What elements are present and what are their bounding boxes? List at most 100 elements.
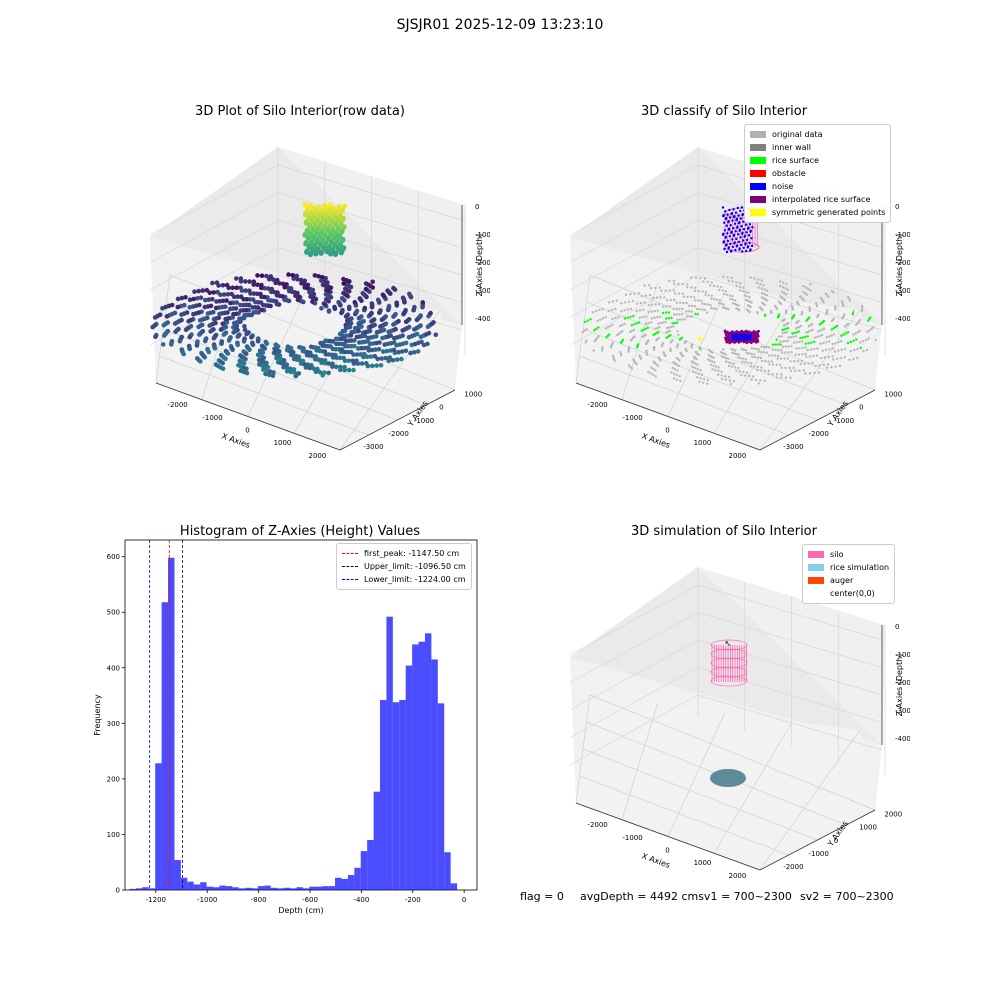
- classify-floor-ring-point: [647, 310, 650, 314]
- raw-floor-ring-point: [197, 332, 202, 337]
- classify-floor-ring-point: [804, 342, 807, 345]
- sim-gridline: [589, 694, 876, 811]
- classify-floor-ring-point: [648, 294, 652, 297]
- histogram-bar: [135, 888, 143, 890]
- classify-floor-ring-point: [743, 294, 747, 297]
- histogram-bar: [437, 703, 445, 890]
- classify-floor-ring-point: [707, 294, 710, 297]
- histogram-bar: [444, 852, 451, 890]
- raw-floor-ring-point: [255, 282, 260, 288]
- histogram-legend-label: Lower_limit: -1224.00 cm: [364, 575, 466, 584]
- classify-floor-ring-point: [785, 330, 789, 334]
- classify-noise-cluster-point: [724, 210, 727, 213]
- classify-floor-ring-point: [750, 362, 753, 365]
- raw-floor-ring-point: [211, 335, 217, 341]
- classify-floor-ring-point: [800, 359, 803, 363]
- histogram-bar: [418, 641, 425, 890]
- classify-floor-ring-point: [663, 296, 666, 299]
- classify-floor-ring-point: [597, 326, 600, 329]
- classify-floor-ring-point: [687, 304, 691, 307]
- raw-floor-ring-point: [374, 363, 379, 368]
- classify-legend-swatch: [750, 170, 766, 177]
- classify-floor-ring-point: [708, 284, 712, 287]
- classify-floor-ring-point: [781, 340, 784, 343]
- raw-floor-ring-point: [349, 316, 354, 321]
- raw-floor-ring-point: [333, 352, 338, 358]
- simulation-legend-swatch: [808, 551, 824, 558]
- classify-floor-ring-point: [807, 287, 810, 291]
- classify-floor-ring-point: [747, 361, 750, 364]
- raw-floor-ring-point: [217, 311, 222, 317]
- classify-floor-ring-point: [593, 329, 596, 332]
- raw-floor-ring-point: [351, 367, 356, 373]
- classify-floor-ring-point: [846, 341, 850, 345]
- classify-floor-ring-point: [712, 307, 715, 310]
- classify-floor-ring-point: [748, 374, 751, 378]
- histogram-bar: [380, 700, 387, 890]
- classify-floor-ring-point: [765, 289, 769, 292]
- classify-floor-ring-point: [633, 292, 636, 295]
- raw-floor-ring-point: [202, 338, 208, 344]
- raw-floor-ring-point: [348, 333, 354, 338]
- classify-noise-cluster-point: [725, 224, 728, 227]
- raw-floor-ring-point: [341, 276, 346, 282]
- raw-floor-ring-point: [282, 297, 287, 302]
- raw-floor-ring-point: [326, 370, 331, 376]
- raw-x-tick-label: -2000: [167, 401, 187, 409]
- classify-noise-cluster-point: [751, 226, 754, 229]
- classify-floor-ring-point: [807, 362, 810, 365]
- classify-floor-ring-point: [823, 356, 827, 359]
- classify-floor-ring-point: [692, 361, 695, 364]
- classify-floor-ring-point: [619, 341, 623, 344]
- sim-silo-cylinder: [710, 639, 748, 687]
- classify-floor-ring-point: [757, 278, 760, 281]
- classify-floor-ring-point: [665, 336, 668, 339]
- raw-upper-cluster-point: [327, 202, 333, 208]
- raw-upper-cluster-point: [318, 229, 325, 236]
- classify-floor-ring-point: [681, 318, 684, 321]
- classify-floor-ring-point: [704, 293, 707, 296]
- raw-upper-cluster-point: [306, 215, 312, 221]
- classify-floor-ring-point: [699, 348, 702, 351]
- histogram-x-tick-label: -1200: [146, 896, 166, 904]
- classify-floor-ring-point: [756, 365, 759, 369]
- raw-floor-ring-point: [400, 295, 406, 301]
- raw-upper-cluster-point: [338, 250, 344, 256]
- raw-y-tick-label: -3000: [363, 443, 383, 451]
- classify-floor-ring-point: [644, 294, 648, 297]
- raw-floor-ring-point: [264, 341, 270, 346]
- classify-floor-ring-point: [714, 365, 718, 368]
- classify-interpolated-surface-point: [728, 341, 731, 345]
- histogram-bar: [424, 633, 432, 890]
- classify-floor-ring-point: [654, 303, 657, 306]
- classify-x-tick-label: -1000: [622, 414, 642, 422]
- raw-floor-ring-point: [377, 340, 382, 345]
- classify-legend-entry: rice surface: [750, 154, 885, 167]
- histogram-legend-entry: Upper_limit: -1096.50 cm: [342, 560, 466, 573]
- classify-floor-ring-point: [730, 276, 733, 280]
- raw-floor-ring-point: [186, 319, 191, 324]
- classify-noise-cluster-point: [748, 241, 751, 245]
- raw-floor-ring-point: [362, 333, 368, 339]
- raw-floor-ring-point: [217, 298, 223, 304]
- classify-floor-ring-point: [835, 324, 839, 328]
- raw-upper-cluster-point: [326, 245, 332, 251]
- classify-floor-ring-point: [843, 347, 847, 351]
- classify-floor-ring-point: [616, 333, 619, 337]
- raw-floor-ring-point: [406, 324, 412, 330]
- classify-floor-ring-point: [665, 299, 669, 302]
- classify-interpolated-surface-point: [756, 334, 760, 338]
- classify-interpolated-surface-point: [726, 330, 729, 334]
- raw-floor-ring-point: [291, 276, 296, 281]
- raw-floor-ring-point: [187, 334, 192, 340]
- classify-legend-entry: symmetric generated points: [750, 206, 885, 219]
- classify-floor-ring-point: [641, 308, 645, 311]
- classify-floor-ring-point: [689, 295, 693, 299]
- histogram-bar: [290, 888, 297, 890]
- classify-floor-ring-point: [808, 316, 811, 319]
- simulation-legend-label: center(0,0): [830, 589, 875, 598]
- classify-floor-ring-point: [657, 303, 661, 306]
- raw-floor-ring-point: [172, 321, 178, 326]
- classify-floor-ring-point: [685, 301, 688, 305]
- classify-floor-ring-point: [732, 348, 735, 352]
